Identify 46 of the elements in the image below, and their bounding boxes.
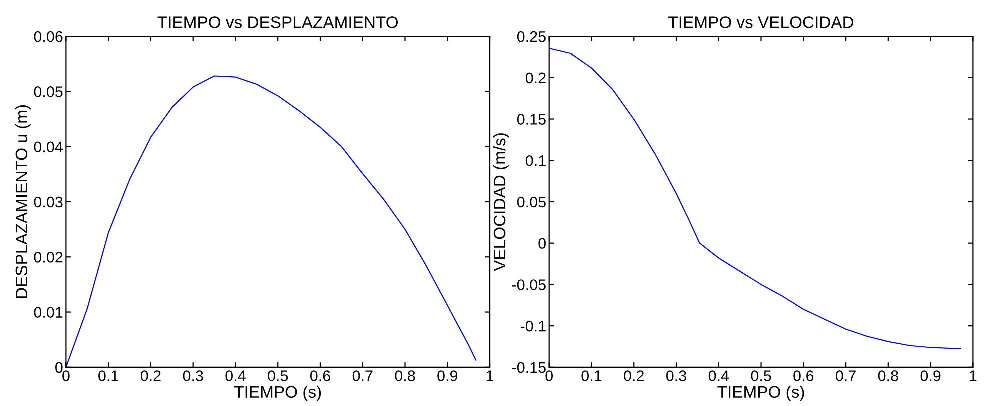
x-tick-label: 0.3 xyxy=(666,370,686,382)
x-tick-label: 0.6 xyxy=(310,370,330,382)
y-tick-label: -0.05 xyxy=(512,280,546,290)
y-tick-label: 0.02 xyxy=(34,252,63,263)
y-tick-label: -0.15 xyxy=(512,362,546,374)
x-tick-label: 0.5 xyxy=(751,370,772,382)
y-tick-label: 0.04 xyxy=(34,142,63,153)
y-tick-label: 0.25 xyxy=(517,31,546,42)
y-tick-label: -0.1 xyxy=(520,320,546,332)
y-tick-label: 0.06 xyxy=(34,31,63,42)
x-tick-label: 0 xyxy=(546,370,554,382)
y-tick-label: 0.05 xyxy=(34,86,63,98)
x-tick-label: 0.8 xyxy=(395,370,416,382)
line-series xyxy=(549,48,962,350)
x-tick-label: 1 xyxy=(486,370,494,382)
y-tick-label: 0.05 xyxy=(517,196,546,208)
x-axis-title: TIEMPO (s) xyxy=(234,386,322,402)
x-tick-label: 0.5 xyxy=(268,370,288,382)
x-tick-label: 0.3 xyxy=(183,370,204,382)
x-tick-label: 0.1 xyxy=(582,370,602,382)
x-tick-label: 0.2 xyxy=(140,370,161,382)
y-tick-label: 0.15 xyxy=(517,114,546,125)
x-tick-label: 0.2 xyxy=(624,370,644,382)
y-tick-label: 0 xyxy=(56,362,63,374)
x-tick-label: 0.9 xyxy=(920,370,941,382)
y-tick-label: 0.1 xyxy=(526,155,546,166)
y-tick-label: 0.03 xyxy=(34,196,63,208)
x-axis-title: TIEMPO (s) xyxy=(718,386,804,402)
x-tick-label: 0.7 xyxy=(836,370,856,382)
y-tick-label: 0.01 xyxy=(34,307,63,318)
x-tick-label: 0.7 xyxy=(352,370,373,382)
y-axis-title: DESPLAZAMIENTO u (m) xyxy=(15,105,31,298)
y-tick-label: 0.2 xyxy=(526,72,546,84)
y-tick-label: 0 xyxy=(538,238,546,250)
x-tick-label: 0.8 xyxy=(878,370,898,382)
chart-title: TIEMPO vs VELOCIDAD xyxy=(668,16,854,28)
chart-title: TIEMPO vs DESPLAZAMIENTO xyxy=(158,16,398,28)
x-tick-label: 0.4 xyxy=(226,370,246,382)
line-series xyxy=(66,76,477,368)
x-tick-label: 0.6 xyxy=(794,370,814,382)
y-axis-title: VELOCIDAD (m/s) xyxy=(493,134,509,272)
x-tick-label: 0.4 xyxy=(708,370,730,382)
x-tick-label: 1 xyxy=(970,370,977,382)
x-tick-label: 0 xyxy=(62,370,70,382)
x-tick-label: 0.9 xyxy=(438,370,458,382)
x-tick-label: 0.1 xyxy=(98,370,118,382)
